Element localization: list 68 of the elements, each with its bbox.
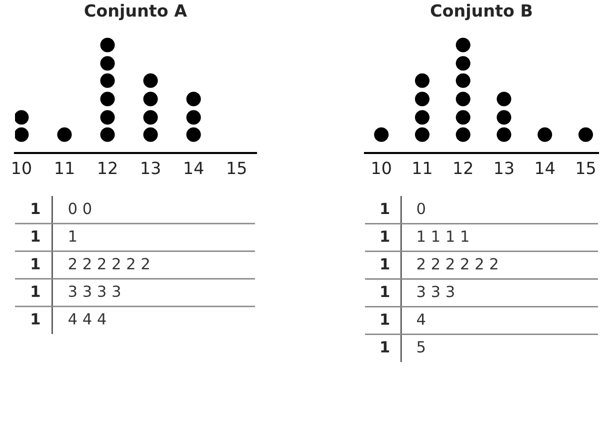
point	[538, 127, 552, 142]
point	[100, 38, 115, 52]
category-label: 1	[381, 314, 390, 325]
text: 1 1 1 1	[418, 230, 468, 242]
x-tick-label: 14	[536, 162, 555, 174]
point	[186, 110, 201, 125]
category-label: 1	[381, 258, 390, 270]
point	[100, 73, 115, 88]
point	[100, 92, 115, 106]
point	[57, 127, 72, 142]
x-tick-label: 10	[372, 162, 391, 174]
x-tick-label: 11	[56, 162, 74, 174]
category-label: 1	[381, 341, 390, 352]
point	[143, 110, 158, 125]
text: 1	[69, 230, 76, 242]
chart-title: Conjunto B	[430, 4, 532, 20]
text: 4 4 4	[68, 313, 106, 324]
text: 1	[32, 313, 40, 324]
category-label: 1	[381, 230, 390, 242]
text: 3 3 3	[417, 286, 454, 298]
point	[456, 92, 470, 106]
x-tick-label: 13	[495, 162, 514, 174]
point	[100, 127, 115, 142]
point	[143, 127, 158, 142]
point	[496, 127, 512, 142]
category-label: 1	[381, 202, 390, 214]
point	[15, 127, 29, 142]
category-label: 1	[32, 258, 40, 270]
x-tick-label: 11	[413, 162, 432, 174]
point	[414, 127, 430, 142]
x-tick-label: 10	[12, 162, 31, 174]
text: 5	[417, 341, 425, 353]
text: 0	[417, 202, 425, 214]
point	[186, 127, 201, 142]
text: 3 3 3 3	[68, 285, 120, 298]
x-tick-label: 15	[576, 162, 595, 174]
point	[100, 56, 115, 71]
text: 0 0	[68, 202, 92, 214]
category-label: 1	[32, 202, 40, 214]
text: 2 2 2 2 2 2	[68, 258, 149, 270]
category-label: 1	[32, 230, 40, 242]
point	[15, 110, 29, 125]
point	[100, 110, 115, 125]
point	[496, 110, 512, 125]
point	[456, 38, 470, 52]
point	[414, 110, 430, 125]
point	[578, 127, 594, 142]
x-tick-label: 13	[142, 162, 160, 174]
point	[456, 127, 470, 142]
text: 4	[417, 314, 426, 325]
x-tick-label: 12	[454, 162, 472, 174]
category-label: 1	[32, 286, 40, 297]
category-label: 1	[381, 286, 390, 298]
point	[414, 92, 430, 106]
point	[456, 110, 470, 125]
x-tick-label: 14	[184, 162, 204, 174]
chart-title: Conjunto A	[84, 4, 187, 20]
point	[456, 73, 470, 88]
point	[496, 92, 512, 106]
point	[186, 92, 201, 106]
point	[143, 73, 158, 88]
point	[143, 92, 158, 106]
point	[374, 127, 389, 142]
point	[414, 73, 430, 88]
point	[456, 56, 470, 71]
x-tick-label: 15	[228, 162, 246, 174]
text: 2 2 2 2 2 2	[417, 258, 498, 270]
x-tick-label: 12	[98, 162, 116, 174]
